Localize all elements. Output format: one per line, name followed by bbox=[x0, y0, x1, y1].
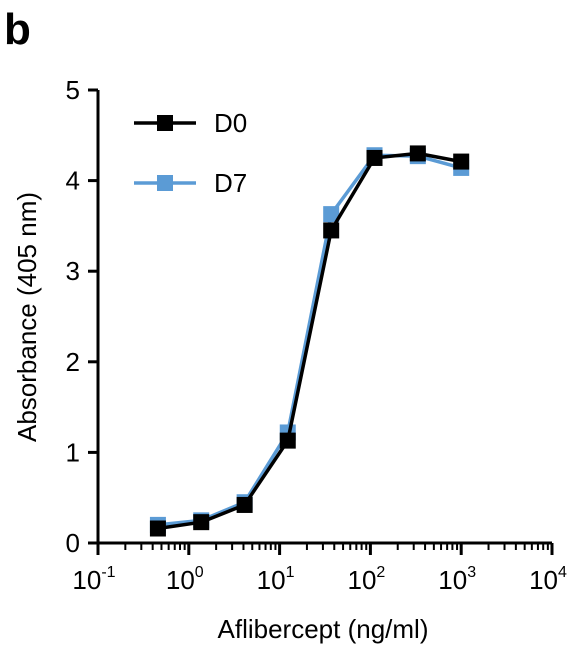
series-line-d0 bbox=[157, 151, 462, 531]
x-tick-exponent: 3 bbox=[467, 564, 476, 581]
x-tick-base: 10 bbox=[529, 565, 558, 595]
x-tick-base: 10 bbox=[72, 565, 101, 595]
y-tick-label: 0 bbox=[66, 528, 80, 558]
x-tick-exponent: -1 bbox=[101, 564, 115, 581]
x-tick-exponent: 1 bbox=[286, 564, 295, 581]
data-point-d0 bbox=[366, 149, 383, 166]
data-point-d0 bbox=[453, 153, 470, 170]
x-tick-label: 102 bbox=[347, 564, 385, 595]
legend-marker-d7 bbox=[157, 175, 173, 191]
y-tick-label: 2 bbox=[66, 347, 80, 377]
data-point-d0 bbox=[279, 432, 296, 449]
x-tick-label: 101 bbox=[257, 564, 295, 595]
x-axis-title: Aflibercept (ng/ml) bbox=[218, 614, 429, 644]
data-point-d0 bbox=[193, 514, 210, 531]
plot-area bbox=[149, 145, 470, 537]
panel-label: b bbox=[4, 5, 31, 54]
x-tick-label: 100 bbox=[166, 564, 204, 595]
y-axis-title: Absorbance (405 nm) bbox=[12, 192, 42, 442]
data-point-d0 bbox=[236, 496, 253, 513]
x-tick-label: 104 bbox=[529, 564, 567, 595]
x-tick-base: 10 bbox=[166, 565, 195, 595]
x-tick-label: 10-1 bbox=[72, 564, 115, 595]
data-point-d0 bbox=[323, 222, 340, 239]
data-point-d0 bbox=[149, 520, 166, 537]
legend-label-d0: D0 bbox=[214, 108, 247, 138]
y-tick-label: 3 bbox=[66, 256, 80, 286]
x-tick-base: 10 bbox=[257, 565, 286, 595]
y-tick-label: 5 bbox=[66, 75, 80, 105]
legend-marker-d0 bbox=[157, 115, 173, 131]
y-tick-label: 1 bbox=[66, 437, 80, 467]
x-tick-exponent: 0 bbox=[195, 564, 204, 581]
x-tick-base: 10 bbox=[347, 565, 376, 595]
data-point-d7 bbox=[323, 206, 340, 223]
x-tick-exponent: 4 bbox=[558, 564, 567, 581]
y-tick-label: 4 bbox=[66, 166, 80, 196]
data-point-d0 bbox=[409, 145, 426, 162]
x-tick-label: 103 bbox=[438, 564, 476, 595]
x-tick-exponent: 2 bbox=[376, 564, 385, 581]
x-tick-base: 10 bbox=[438, 565, 467, 595]
legend-label-d7: D7 bbox=[214, 168, 247, 198]
legend: D0 D7 bbox=[134, 108, 247, 198]
